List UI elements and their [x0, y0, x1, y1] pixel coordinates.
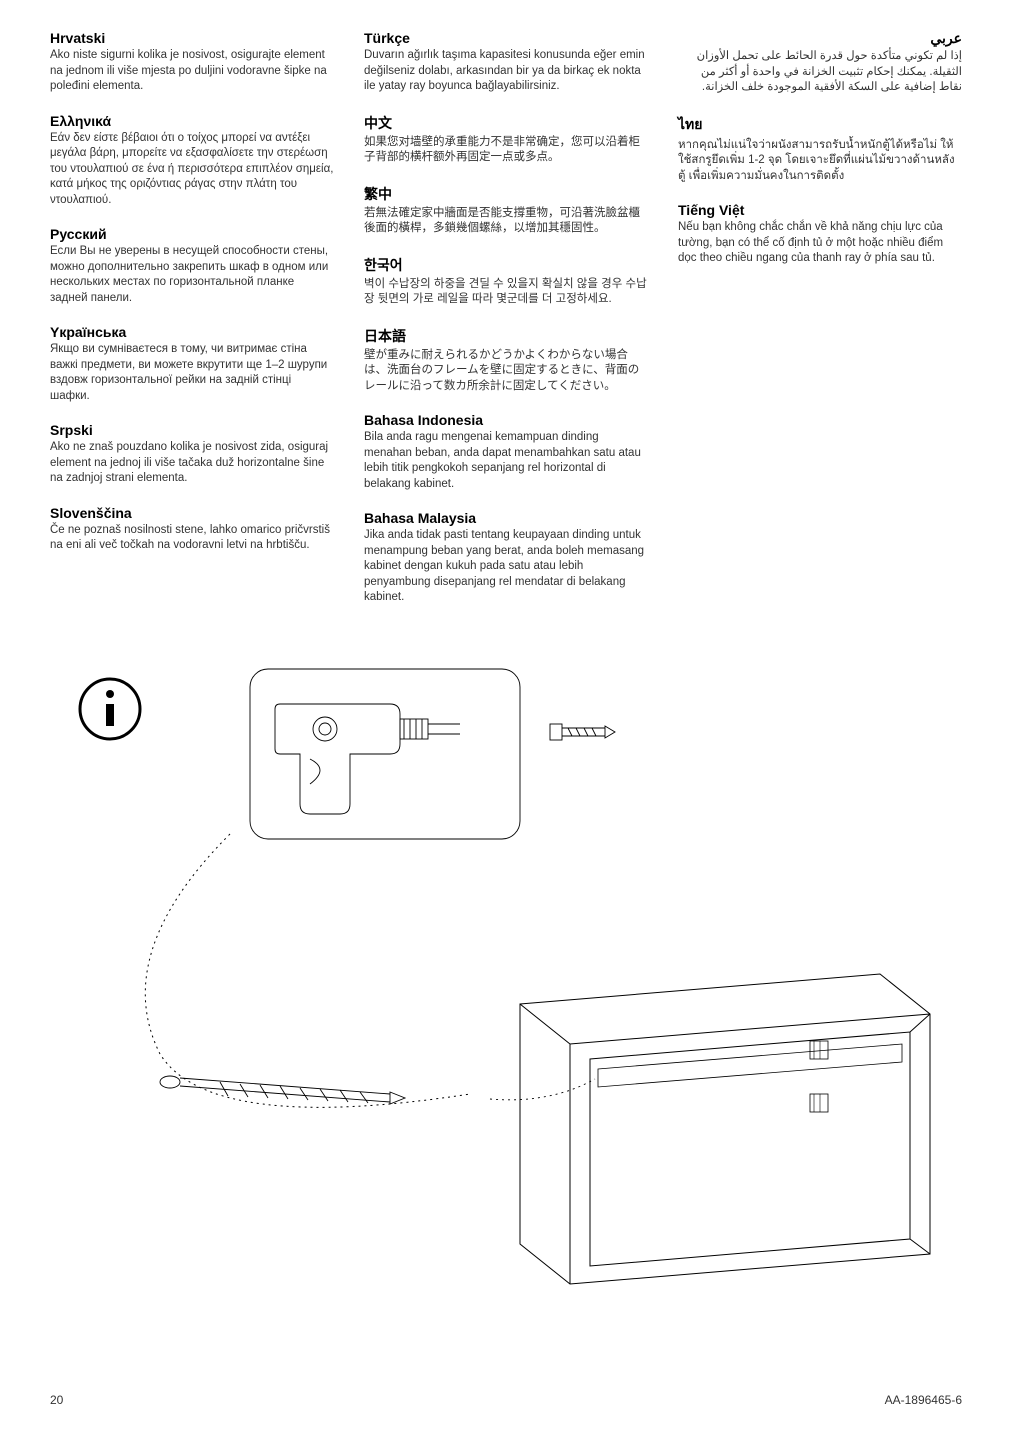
language-title: 한국어: [364, 255, 648, 275]
language-text: 如果您对墙壁的承重能力不是非常确定，您可以沿着柜子背部的横杆额外再固定一点或多点…: [364, 135, 648, 166]
language-block: عربي إذا لم تكوني متأكدة حول قدرة الحائط …: [678, 30, 962, 96]
language-title: Bahasa Malaysia: [364, 510, 648, 526]
document-code: AA-1896465-6: [885, 1393, 962, 1407]
language-text: 壁が重みに耐えられるかどうかよくわからない場合は、洗面台のフレームを壁に固定する…: [364, 348, 648, 395]
language-text: 벽이 수납장의 하중을 견딜 수 있을지 확실치 않을 경우 수납장 뒷면의 가…: [364, 277, 648, 308]
language-title: Srpski: [50, 422, 334, 438]
language-block: Türkçe Duvarın ağırlık taşıma kapasitesi …: [364, 30, 648, 95]
language-text: Če ne poznaš nosilnosti stene, lahko oma…: [50, 523, 334, 554]
language-title: Tiếng Việt: [678, 202, 962, 218]
language-block: 日本語壁が重みに耐えられるかどうかよくわからない場合は、洗面台のフレームを壁に固…: [364, 326, 648, 395]
language-title: ไทย: [678, 114, 962, 136]
page-footer: 20 AA-1896465-6: [50, 1393, 962, 1407]
language-block: Bahasa Malaysia Jika anda tidak pasti ten…: [364, 510, 648, 606]
language-title: Ελληνικά: [50, 113, 334, 129]
language-title: 繁中: [364, 184, 648, 204]
language-block: 繁中若無法確定家中牆面是否能支撐重物，可沿著洗臉盆櫃後面的橫桿，多鎖幾個螺絲，以…: [364, 184, 648, 237]
language-columns: Hrvatski Ako niste sigurni kolika je nosi…: [50, 30, 962, 624]
language-text: Ako niste sigurni kolika je nosivost, os…: [50, 48, 334, 95]
language-block: Tiếng Việt Nếu bạn không chắc chắn về khả…: [678, 202, 962, 267]
language-text: Если Вы не уверены в несущей способности…: [50, 244, 334, 306]
language-title: Slovenščina: [50, 505, 334, 521]
language-text: 若無法確定家中牆面是否能支撐重物，可沿著洗臉盆櫃後面的橫桿，多鎖幾個螺絲，以增加…: [364, 206, 648, 237]
language-text: Якщо ви сумніваєтеся в тому, чи витримає…: [50, 342, 334, 404]
language-text: إذا لم تكوني متأكدة حول قدرة الحائط على …: [678, 49, 962, 96]
language-title: Türkçe: [364, 30, 648, 46]
language-block: 中文如果您对墙壁的承重能力不是非常确定，您可以沿着柜子背部的横杆额外再固定一点或…: [364, 113, 648, 166]
language-block: ไทยหากคุณไม่แน่ใจว่าผนังสามารถรับน้ำหนัก…: [678, 114, 962, 185]
column-2: Türkçe Duvarın ağırlık taşıma kapasitesi …: [364, 30, 648, 624]
language-title: Hrvatski: [50, 30, 334, 46]
language-block: Русский Если Вы не уверены в несущей спос…: [50, 226, 334, 306]
language-title: Bahasa Indonesia: [364, 412, 648, 428]
language-block: Srpski Ako ne znaš pouzdano kolika je nos…: [50, 422, 334, 487]
language-block: Bahasa Indonesia Bila anda ragu mengenai …: [364, 412, 648, 492]
language-block: Hrvatski Ako niste sigurni kolika je nosi…: [50, 30, 334, 95]
language-text: Jika anda tidak pasti tentang keupayaan …: [364, 528, 648, 606]
language-title: 中文: [364, 113, 648, 133]
column-1: Hrvatski Ako niste sigurni kolika je nosi…: [50, 30, 334, 624]
column-3: عربي إذا لم تكوني متأكدة حول قدرة الحائط …: [678, 30, 962, 624]
language-text: หากคุณไม่แน่ใจว่าผนังสามารถรับน้ำหนักตู้…: [678, 138, 962, 185]
language-title: عربي: [678, 30, 962, 47]
assembly-illustration: [50, 654, 962, 1294]
language-block: Slovenščina Če ne poznaš nosilnosti stene…: [50, 505, 334, 554]
language-title: Yкраїнська: [50, 324, 334, 340]
language-title: 日本語: [364, 326, 648, 346]
language-text: Ako ne znaš pouzdano kolika je nosivost …: [50, 440, 334, 487]
language-block: Ελληνικά Εάν δεν είστε βέβαιοι ότι ο τοίχ…: [50, 113, 334, 209]
language-text: Nếu bạn không chắc chắn về khả năng chịu…: [678, 220, 962, 267]
language-text: Duvarın ağırlık taşıma kapasitesi konusu…: [364, 48, 648, 95]
language-text: Bila anda ragu mengenai kemampuan dindin…: [364, 430, 648, 492]
page-number: 20: [50, 1393, 63, 1407]
language-text: Εάν δεν είστε βέβαιοι ότι ο τοίχος μπορε…: [50, 131, 334, 209]
language-title: Русский: [50, 226, 334, 242]
language-block: 한국어벽이 수납장의 하중을 견딜 수 있을지 확실치 않을 경우 수납장 뒷면…: [364, 255, 648, 308]
language-block: Yкраїнська Якщо ви сумніваєтеся в тому, ч…: [50, 324, 334, 404]
